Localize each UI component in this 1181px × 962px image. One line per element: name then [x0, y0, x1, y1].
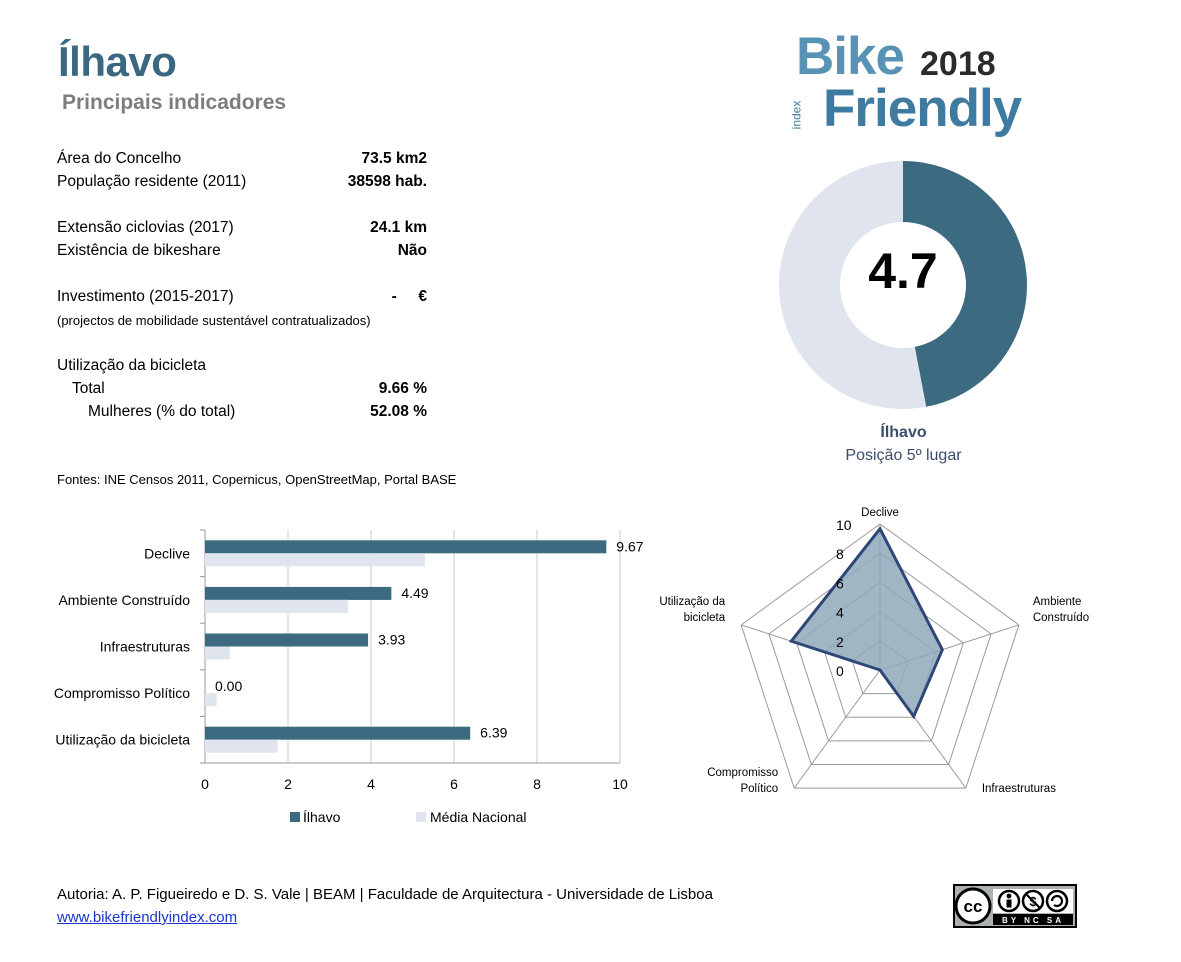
category-label: Infraestruturas [100, 639, 190, 655]
x-tick-label: 8 [533, 776, 541, 792]
indicator-label: Total [72, 380, 105, 397]
sa-icon [1045, 889, 1069, 913]
municipality-name: Ílhavo [880, 424, 927, 441]
indicator-label: Área do Concelho [57, 150, 182, 167]
bar-ilhavo [205, 586, 392, 600]
ranking-position: Posição 5º lugar [845, 447, 962, 464]
bar-ilhavo [205, 726, 471, 740]
score-value: 4.7 [868, 243, 938, 299]
bar-media-nacional [205, 693, 217, 707]
website-link[interactable]: www.bikefriendlyindex.com [57, 909, 238, 926]
x-tick-label: 6 [450, 776, 458, 792]
radar-tick-label: 2 [836, 634, 844, 650]
radar-axis-label-line: Infraestruturas [982, 783, 1056, 795]
logo-friendly-text: Friendly [823, 79, 1022, 138]
data-label: 6.39 [480, 725, 507, 741]
radar-tick-label: 8 [836, 546, 844, 562]
x-tick-label: 4 [367, 776, 375, 792]
radar-chart: 0 2 4 6 8 10 Declive Ambiente Construído Infraest… [660, 507, 1089, 795]
radar-grid-ring [740, 523, 1020, 789]
bar-media-nacional [205, 646, 230, 660]
logo-index-text: index [789, 100, 804, 130]
svg-text:cc: cc [964, 897, 983, 916]
indicator-value: 38598 hab. [347, 173, 427, 190]
radar-axis-label-line: Político [740, 783, 778, 795]
indicator-label: População residente (2011) [57, 173, 247, 190]
radar-axis-label: Declive [861, 507, 899, 519]
bar-media-nacional [205, 599, 349, 613]
category-label: Declive [144, 545, 190, 561]
radar-axis-label-line: bicicleta [684, 612, 726, 624]
data-label: 4.49 [401, 585, 428, 601]
legend-label-media-nacional: Média Nacional [430, 809, 527, 825]
category-label: Utilização da bicicleta [55, 732, 190, 748]
license-text: BY NC SA [1002, 916, 1064, 925]
legend-swatch-media-nacional [416, 812, 426, 822]
radar-axis-label-line: Ambiente [1033, 596, 1082, 608]
radar-tick-label: 10 [836, 517, 852, 533]
radar-axis-label: Compromisso Político [707, 767, 778, 795]
page-title: Ílhavo [58, 38, 177, 85]
indicator-value: 9.66 % [378, 380, 427, 397]
donut-chart [779, 161, 1027, 409]
cc-icon [954, 887, 992, 925]
footer-authors: Autoria: A. P. Figueiredo e D. S. Vale |… [57, 886, 713, 903]
indicator-value: 52.08 % [370, 403, 427, 420]
data-label: 0.00 [215, 678, 242, 694]
legend-swatch-ilhavo [290, 812, 300, 822]
radar-axis-label-line: Construído [1033, 612, 1089, 624]
radar-axis-label-line: Compromisso [707, 767, 778, 779]
radar-axis-label: Ambiente Construído [1033, 596, 1089, 624]
indicator-label: Mulheres (% do total) [88, 403, 236, 420]
radar-axis-label-line: Declive [861, 507, 899, 519]
data-label: 3.93 [378, 632, 405, 648]
data-label: 9.67 [616, 538, 643, 554]
indicator-value: 24.1 km [370, 219, 427, 236]
bike-friendly-logo: Bike 2018 Friendly index [789, 27, 1026, 138]
radar-tick-label: 0 [836, 663, 844, 679]
radar-axis-label: Infraestruturas [982, 783, 1056, 795]
bar-media-nacional [205, 739, 278, 753]
bar-ilhavo [205, 540, 607, 554]
radar-series-ilhavo [788, 526, 945, 720]
radar-axis-label-line: Utilização da [660, 596, 726, 608]
donut-rest-segment [779, 161, 927, 409]
indicator-label: Investimento (2015-2017) [57, 288, 234, 305]
indicator-label: Utilização da bicicleta [57, 357, 207, 374]
legend-label-ilhavo: Ílhavo [303, 809, 341, 825]
sources-note: Fontes: INE Censos 2011, Copernicus, Ope… [57, 472, 457, 487]
indicator-value: 73.5 km2 [361, 150, 428, 167]
cc-license-badge: cc $ BY NC SA [953, 884, 1077, 928]
radar-spoke [793, 669, 881, 789]
indicator-value: Não [397, 242, 427, 259]
indicator-label: Existência de bikeshare [57, 242, 221, 259]
radar-tick-label: 4 [836, 605, 844, 621]
radar-grid-ring [768, 552, 992, 765]
category-label: Ambiente Construído [58, 592, 190, 608]
logo-year-text: 2018 [920, 45, 996, 83]
page-subtitle: Principais indicadores [62, 91, 287, 114]
category-label: Compromisso Político [54, 685, 190, 701]
indicator-note: (projectos de mobilidade sustentável con… [57, 313, 371, 328]
logo-bike-text: Bike [796, 27, 905, 86]
bar-ilhavo [205, 633, 369, 647]
x-tick-label: 0 [201, 776, 209, 792]
x-tick-label: 10 [612, 776, 628, 792]
bar-media-nacional [205, 553, 425, 567]
radar-tick-label: 6 [836, 575, 844, 591]
donut-filled-segment [903, 161, 1027, 407]
bar-chart: 0 2 4 6 8 10 Declive 9.67 Ambiente Construído 4.4… [54, 529, 644, 825]
radar-axis-label: Utilização da bicicleta [660, 596, 726, 624]
indicator-label: Extensão ciclovias (2017) [57, 219, 234, 236]
indicator-value: - € [391, 288, 427, 305]
x-tick-label: 2 [284, 776, 292, 792]
